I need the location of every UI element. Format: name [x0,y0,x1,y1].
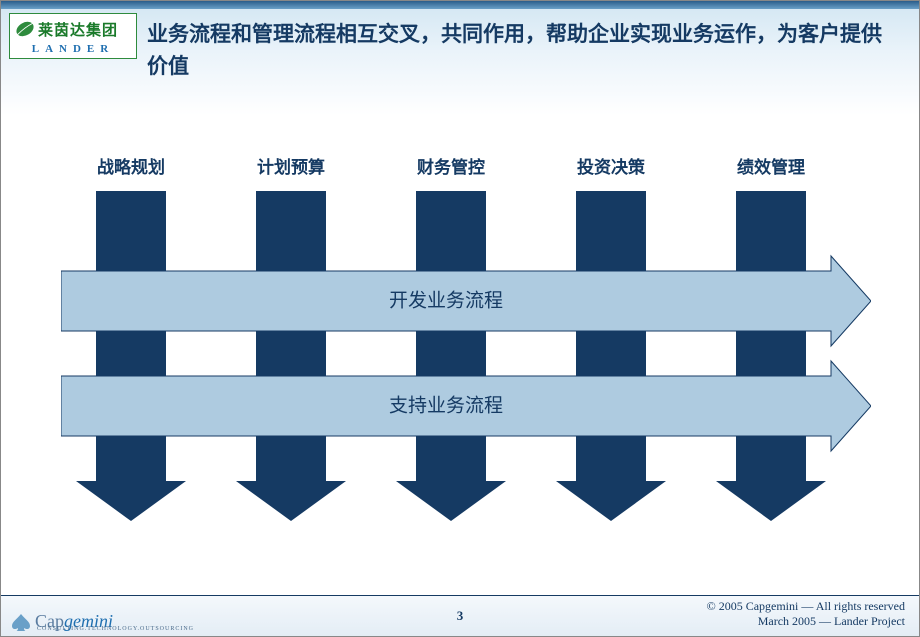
header-band [1,1,919,9]
brand-tagline: CONSULTING.TECHNOLOGY.OUTSOURCING [37,626,194,632]
column-label: 财务管控 [416,157,485,177]
logo-cn-text: 莱茵达集团 [38,19,118,40]
horizontal-arrow-label: 支持业务流程 [389,395,503,417]
slide-title: 业务流程和管理流程相互交叉，共同作用，帮助企业实现业务运作，为客户提供价值 [147,19,899,82]
footer-right: © 2005 Capgemini — All rights reserved M… [707,599,905,630]
vertical-arrow [76,191,186,521]
logo-top-row: 莱茵达集团 [14,16,132,42]
page-number: 3 [457,608,464,624]
column-label: 投资决策 [577,157,646,177]
lander-logo: 莱茵达集团 LANDER [9,13,137,59]
leaf-icon [14,18,36,40]
footer: Capgemini CONSULTING.TECHNOLOGY.OUTSOURC… [1,595,919,636]
horizontal-arrow-label: 开发业务流程 [389,290,503,312]
logo-en-text: LANDER [14,43,132,55]
vertical-arrow [716,191,826,521]
column-label: 绩效管理 [737,157,805,177]
column-label: 计划预算 [257,157,325,177]
vertical-arrow [556,191,666,521]
vertical-arrow [396,191,506,521]
capgemini-logo: Capgemini CONSULTING.TECHNOLOGY.OUTSOURC… [9,611,113,632]
column-label: 战略规划 [97,157,165,177]
process-diagram: 开发业务流程支持业务流程 战略规划 计划预算 财务管控 投资决策 绩效管理 [61,151,871,551]
slide: 莱茵达集团 LANDER 业务流程和管理流程相互交叉，共同作用，帮助企业实现业务… [0,0,920,637]
copyright-text: © 2005 Capgemini — All rights reserved [707,599,905,615]
vertical-arrow [236,191,346,521]
spade-icon [9,612,33,632]
project-text: March 2005 — Lander Project [707,614,905,630]
